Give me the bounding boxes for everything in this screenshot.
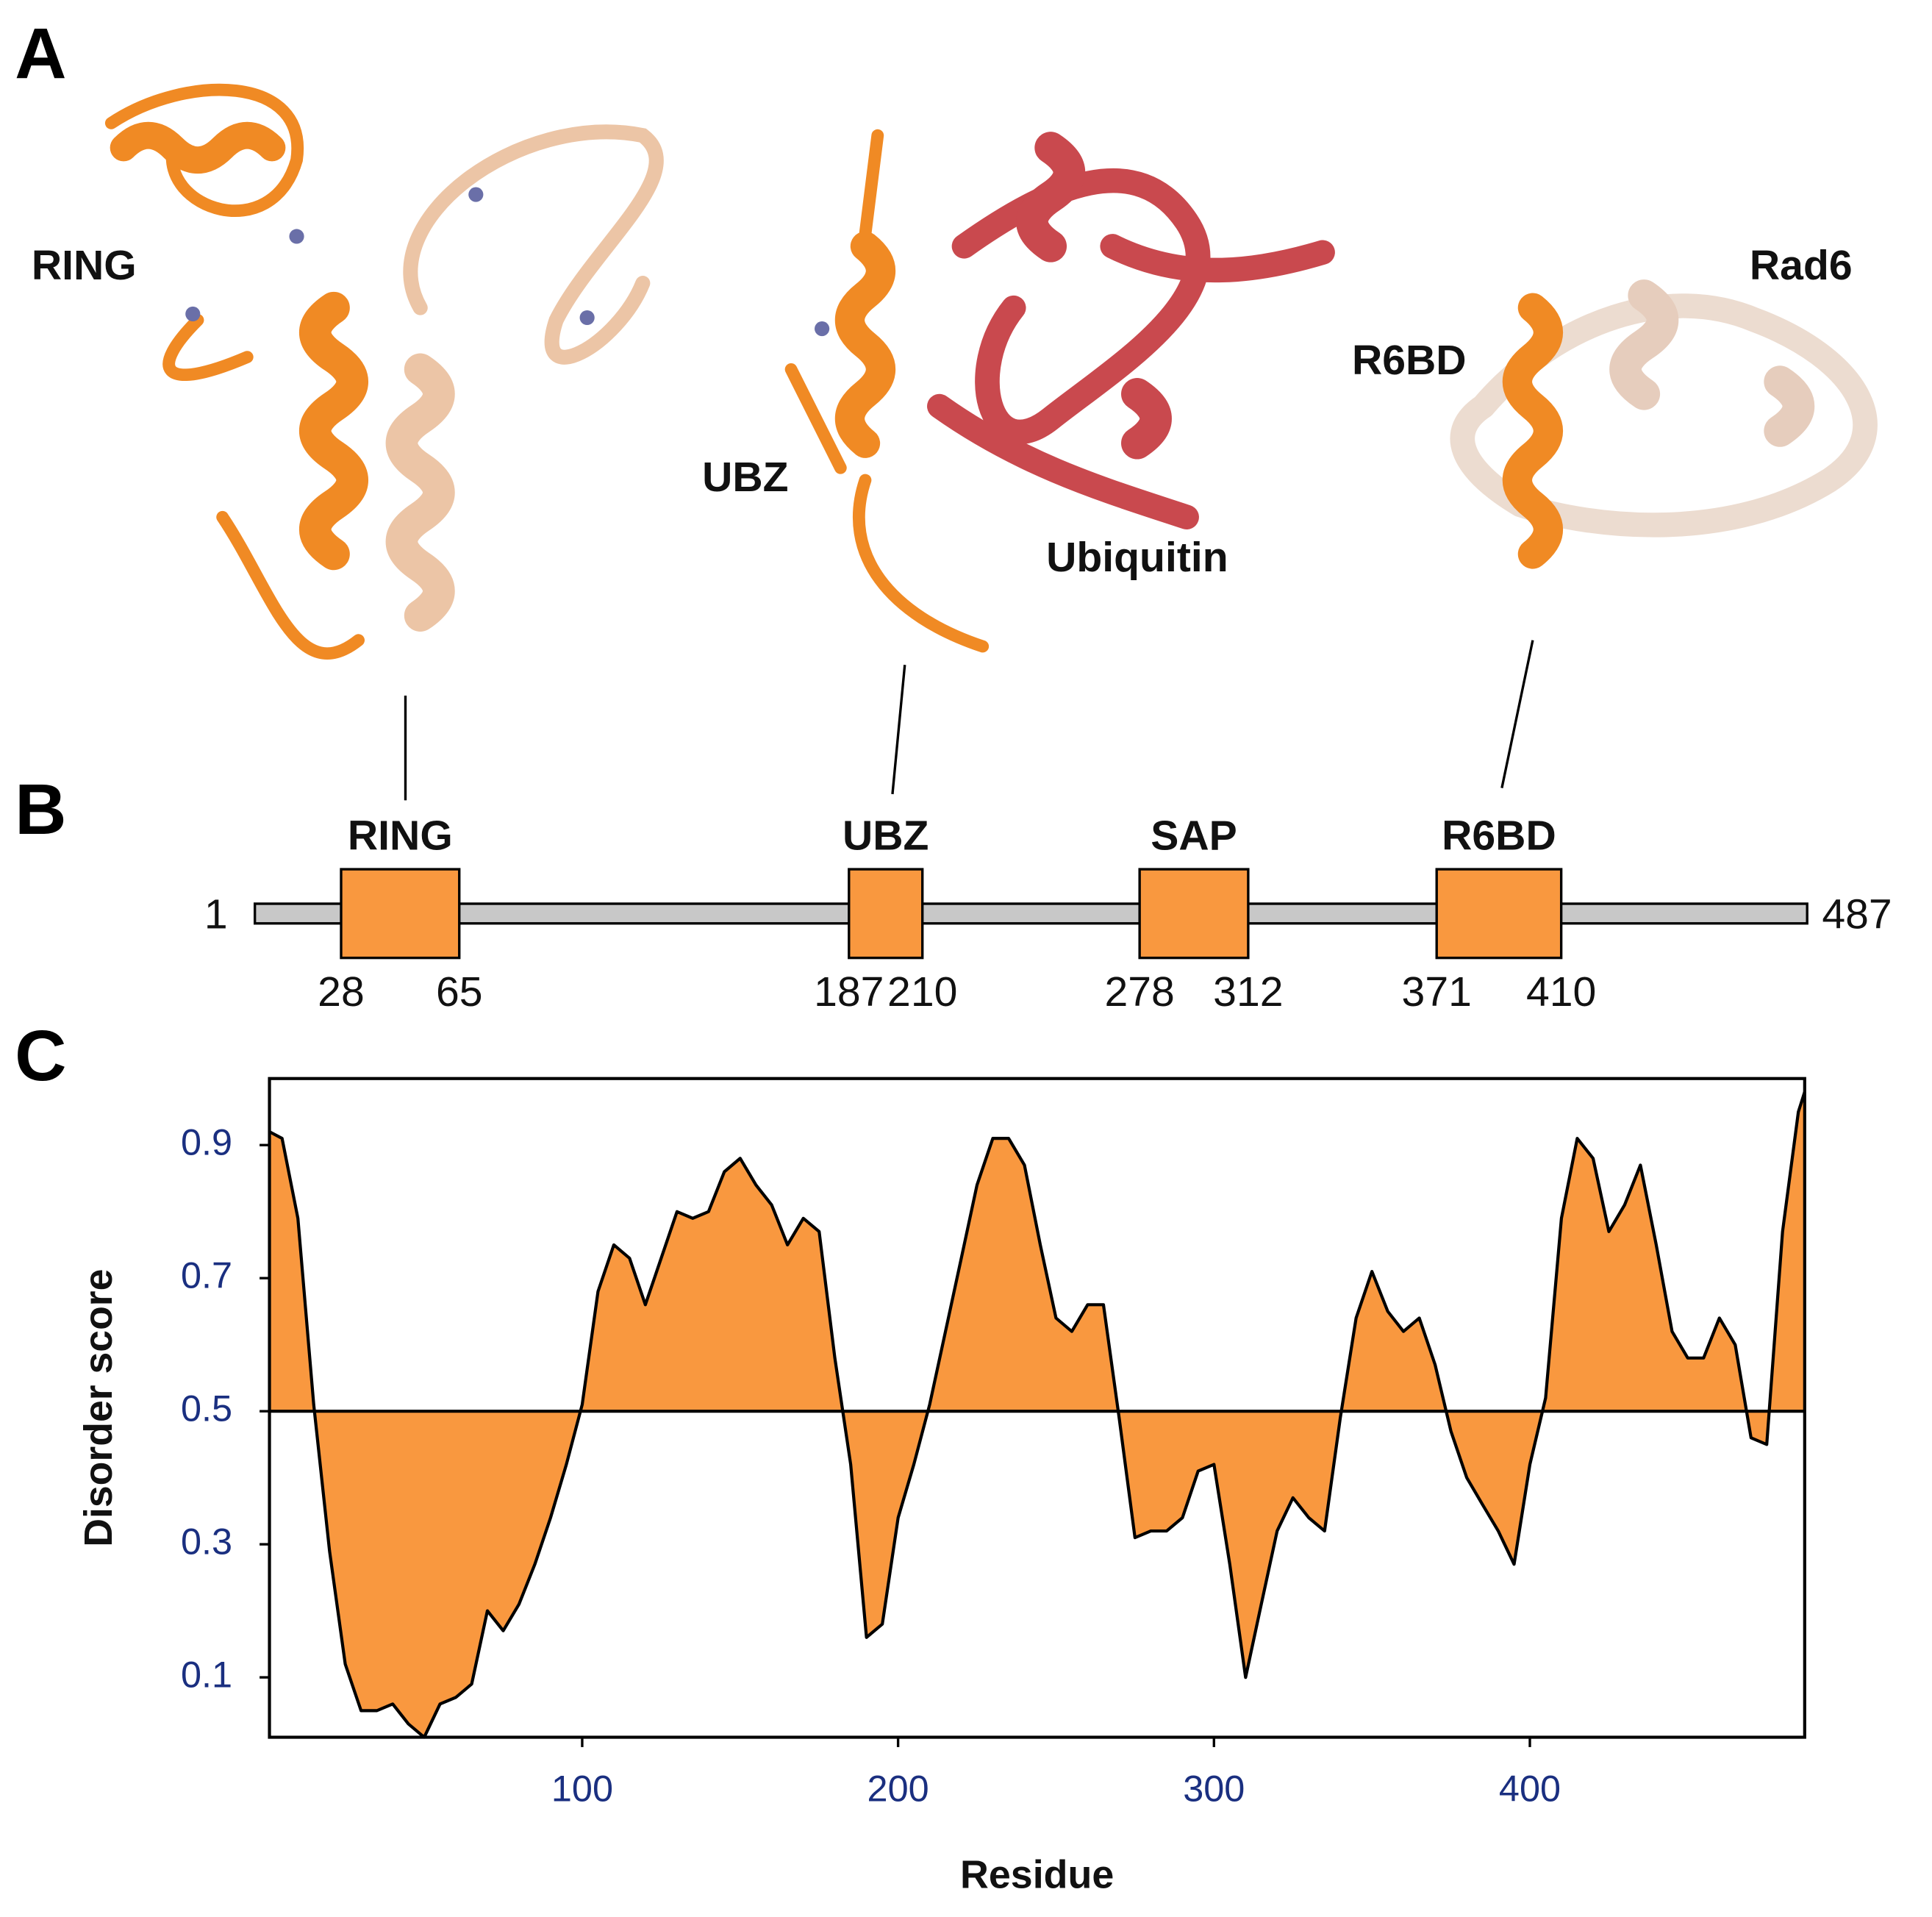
disorder-chart: 0.1 0.3 0.5 0.7 0.9 100 200 300 400 Residue Disord…: [76, 1077, 1806, 1897]
y-axis-title: Disorder score: [76, 1269, 121, 1547]
domain-box: [340, 868, 461, 960]
connector: [891, 665, 906, 795]
panel-label: C: [15, 1015, 66, 1096]
y-tick-label: 0.1: [181, 1653, 232, 1695]
domain-end: 210: [887, 968, 957, 1015]
sequence-start: 1: [204, 891, 228, 938]
y-tick-label: 0.7: [181, 1254, 232, 1296]
domain-label: UBZ: [842, 812, 929, 859]
domain-box: [848, 868, 924, 960]
y-tick-label: 0.3: [181, 1521, 232, 1563]
structure-label: Ubiquitin: [1046, 534, 1228, 581]
structure-label: UBZ: [702, 454, 788, 501]
rad6-structure: [1450, 279, 1878, 569]
domain-box: [1138, 868, 1250, 960]
plot-frame: [268, 1077, 1806, 1739]
domain-end: 410: [1526, 968, 1596, 1015]
structure-label: RING: [32, 242, 137, 289]
domain-label: R6BD: [1442, 812, 1556, 859]
ubz-structure: [784, 129, 1335, 653]
ring-structure: [104, 83, 664, 660]
structure-label: Rad6: [1750, 242, 1853, 289]
domain-start: 278: [1104, 968, 1174, 1015]
connector: [1500, 640, 1534, 788]
x-tick-label: 400: [1499, 1768, 1561, 1810]
domain-label: RING: [348, 812, 453, 859]
disorder-line: [268, 1091, 1806, 1739]
panel-label: A: [15, 13, 66, 93]
domain-start: 371: [1402, 968, 1472, 1015]
y-tick-label: 0.9: [181, 1121, 232, 1163]
domain-label: SAP: [1151, 812, 1237, 859]
disorder-area: [269, 1091, 1805, 1738]
domain-end: 65: [436, 968, 483, 1015]
domain-end: 312: [1213, 968, 1283, 1015]
domain-start: 28: [318, 968, 365, 1015]
x-tick-label: 200: [867, 1768, 929, 1810]
x-tick-label: 100: [551, 1768, 613, 1810]
domain-start: 187: [814, 968, 884, 1015]
y-tick-label: 0.5: [181, 1388, 232, 1429]
x-tick-label: 300: [1183, 1768, 1245, 1810]
panel-label: B: [15, 769, 66, 849]
protein-bar: [253, 902, 1808, 925]
domain-map: 1 487 RING 28 65 UBZ 187 210 SAP 278 312 R6BD 371 410: [204, 812, 1892, 1015]
sequence-end: 487: [1822, 891, 1892, 938]
x-axis-title: Residue: [960, 1853, 1114, 1897]
structure-label: R6BD: [1352, 337, 1467, 384]
domain-box: [1435, 868, 1563, 960]
